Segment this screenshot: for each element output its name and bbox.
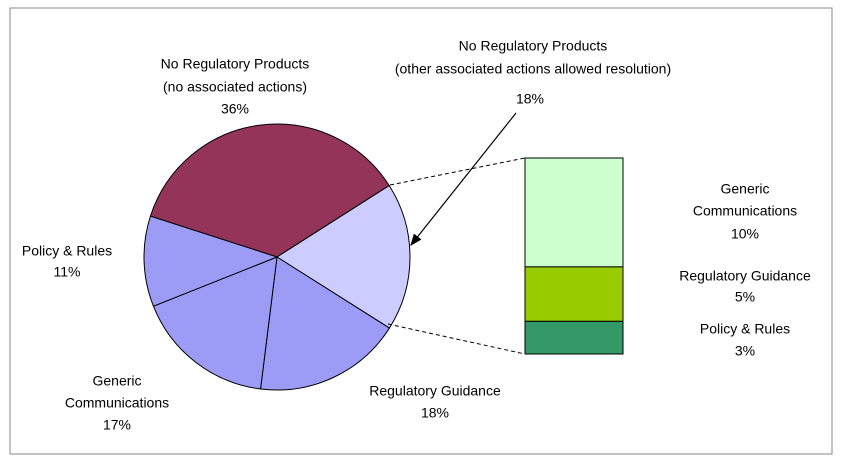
slice-label: Policy & Rules xyxy=(22,243,112,259)
slice-label: No Regulatory Products xyxy=(161,56,310,72)
pie-slice xyxy=(143,215,279,307)
bar-value-label: 5% xyxy=(735,289,755,305)
bar-label: Generic xyxy=(720,181,769,197)
slice-label: Generic xyxy=(92,373,141,389)
bar-segment xyxy=(524,157,624,268)
pie-slice xyxy=(149,123,390,258)
pie-slice xyxy=(152,256,278,390)
annotation-arrow xyxy=(410,112,517,246)
slice-value-label: 18% xyxy=(516,91,544,107)
slice-value-label: 17% xyxy=(103,417,131,433)
slice-value-label: 18% xyxy=(421,405,449,421)
slice-label: (no associated actions) xyxy=(163,79,307,95)
bar-segment xyxy=(524,320,624,355)
slice-label: Regulatory Guidance xyxy=(369,383,501,399)
slice-label: No Regulatory Products xyxy=(459,38,608,54)
bar-value-label: 10% xyxy=(731,226,759,242)
slice-value-label: 36% xyxy=(221,101,249,117)
bar-label: Communications xyxy=(693,203,797,219)
slice-label: Communications xyxy=(65,395,169,411)
slice-value-label: 11% xyxy=(54,264,81,280)
bar-segment xyxy=(524,266,624,322)
connector xyxy=(389,157,526,186)
connector xyxy=(387,323,526,355)
bar-label: Regulatory Guidance xyxy=(679,268,811,284)
slice-label: (other associated actions allowed resolu… xyxy=(395,61,671,77)
bar-label: Policy & Rules xyxy=(700,321,790,337)
bar-value-label: 3% xyxy=(735,343,755,359)
pie-slice xyxy=(260,256,391,391)
pie-slice xyxy=(276,184,411,329)
